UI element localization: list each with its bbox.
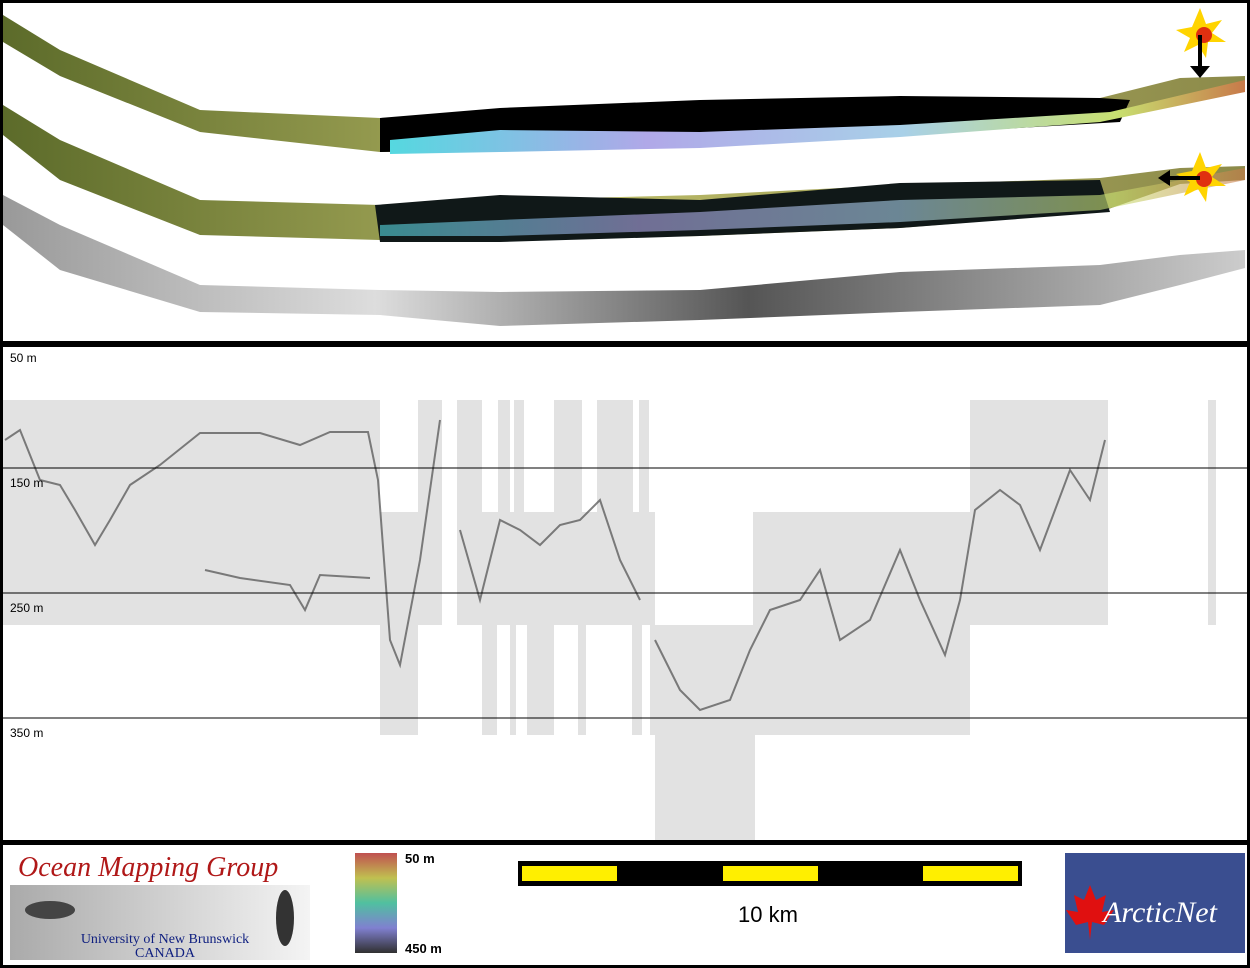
sonar-block	[970, 400, 1108, 625]
sonar-block	[498, 400, 510, 625]
sonar-block	[527, 625, 554, 735]
seabed-profile	[204, 569, 371, 613]
profile-panel: 50 m 150 m 250 m 350 m	[0, 344, 1250, 843]
scale-segment	[522, 866, 617, 881]
seabed-profile	[4, 419, 441, 669]
sonar-block	[597, 400, 633, 625]
logo-title: ArcticNet	[1101, 896, 1218, 929]
swath-3	[3, 195, 1245, 326]
depth-label: 250 m	[10, 601, 43, 615]
scale-segment	[723, 866, 818, 881]
maple-leaf	[1066, 885, 1114, 940]
sun-icon-part	[1196, 171, 1212, 187]
sonar-block	[639, 400, 649, 625]
swath-2-floor	[380, 168, 1245, 236]
sun-icon-part	[1190, 66, 1210, 78]
sun-icon	[1176, 8, 1226, 78]
sun-icon	[1158, 152, 1226, 202]
depth-label: 50 m	[10, 351, 37, 365]
logo-title: Ocean Mapping Group	[18, 852, 278, 883]
colorbar-label: 450 m	[405, 941, 442, 956]
sun-icon-part	[1158, 170, 1170, 186]
sonar-block	[650, 625, 970, 735]
sonar-block	[510, 625, 516, 735]
swath-1-floor	[390, 80, 1245, 154]
swath-panel	[0, 0, 1250, 344]
scale-label: 10 km	[738, 902, 798, 927]
sonar-block	[578, 625, 586, 735]
scale-segment	[923, 866, 1018, 881]
footer-panel: Ocean Mapping Group University of New Br…	[0, 842, 1250, 968]
depth-label: 350 m	[10, 726, 43, 740]
seabed-profile	[654, 439, 1106, 712]
sonar-block	[514, 400, 524, 625]
colorbar-label: 50 m	[405, 851, 435, 866]
sonar-block	[753, 512, 971, 625]
logo-line: University of New Brunswick	[81, 932, 249, 947]
sonar-block	[482, 625, 497, 735]
logo-image	[10, 885, 310, 960]
sonar-block	[1208, 400, 1216, 625]
logo-line: CANADA	[135, 946, 196, 961]
sonar-block	[380, 512, 418, 735]
auv-icon	[25, 901, 75, 919]
sonar-block	[632, 625, 642, 735]
sonar-block	[554, 400, 582, 625]
depth-label: 150 m	[10, 476, 43, 490]
auv-icon	[276, 890, 294, 946]
colorbar	[355, 853, 397, 953]
seabed-profile	[459, 498, 641, 604]
